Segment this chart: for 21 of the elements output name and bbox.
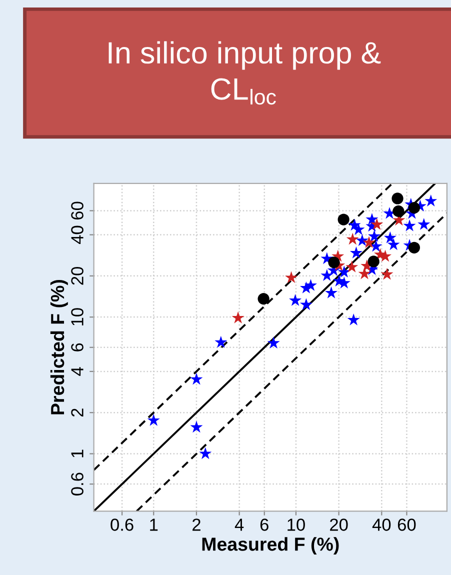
y-tick-label: 20 <box>71 266 84 285</box>
y-tick-label: 4 <box>71 367 84 376</box>
x-tick-label: 60 <box>398 518 416 531</box>
chart-title: In silico input prop & CL$_{loc}$ <box>108 41 381 105</box>
x-tick-label: 0.6 <box>110 518 134 531</box>
x-tick-label: 10 <box>288 518 305 531</box>
y-tick-label: 40 <box>71 226 84 244</box>
x-tick-label: 40 <box>372 518 391 531</box>
y-tick-label: 2 <box>71 408 84 417</box>
y-tick-label: 60 <box>71 202 84 220</box>
y-tick-label: 6 <box>71 343 84 352</box>
y-axis-title: Predicted F (%) <box>50 280 68 414</box>
x-tick-label: 20 <box>330 518 348 531</box>
x-axis-title: Measured F (%) <box>202 537 339 555</box>
y-tick-label: 0.6 <box>71 472 84 496</box>
x-tick-label: 1 <box>150 518 158 531</box>
x-tick-label: 4 <box>234 518 244 531</box>
x-tick-label: 6 <box>260 518 268 531</box>
x-tick-label: 2 <box>192 518 200 531</box>
y-tick-label: 10 <box>71 308 84 326</box>
y-tick-label: 1 <box>71 450 84 458</box>
